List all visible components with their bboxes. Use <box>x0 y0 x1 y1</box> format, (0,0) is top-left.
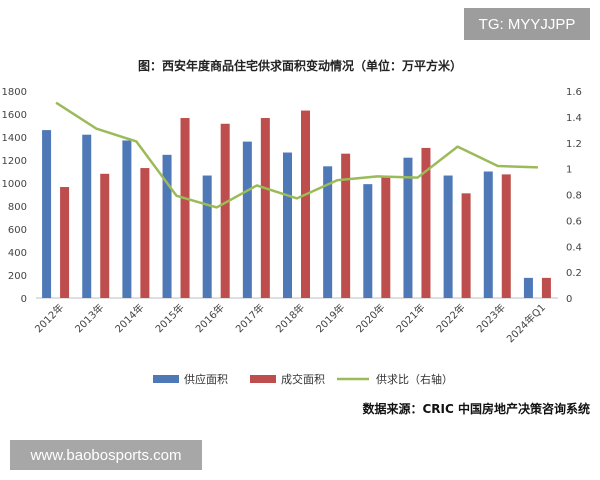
legend-supply-label: 供应面积 <box>184 372 228 386</box>
legend-supply-swatch <box>153 375 179 383</box>
supply-bar <box>523 277 533 298</box>
x-tick-label: 2013年 <box>72 301 106 335</box>
left-tick-label: 200 <box>8 271 27 282</box>
x-tick-label: 2015年 <box>152 301 186 335</box>
x-tick-label: 2021年 <box>393 301 427 335</box>
left-tick-label: 1000 <box>2 179 27 190</box>
x-tick-label: 2017年 <box>233 301 267 335</box>
left-tick-label: 1200 <box>2 156 27 167</box>
deal-bar <box>541 277 551 298</box>
deal-bar <box>220 123 230 299</box>
deal-bar <box>260 118 270 299</box>
deal-bar <box>501 174 511 298</box>
supply-bar <box>443 175 453 298</box>
ratio-line-series <box>55 101 538 209</box>
deal-bar <box>100 173 110 298</box>
left-tick-label: 400 <box>8 248 27 259</box>
left-tick-label: 0 <box>21 294 27 305</box>
supply-bar <box>162 154 172 298</box>
right-tick-label: 0.6 <box>566 216 582 227</box>
supply-bar <box>82 134 92 298</box>
left-tick-label: 600 <box>8 225 27 236</box>
supply-bar <box>122 140 132 298</box>
legend: 供应面积 成交面积 供求比（右轴） <box>153 372 453 386</box>
supply-bar <box>202 175 212 298</box>
right-tick-label: 1.2 <box>566 139 582 150</box>
deal-bar <box>60 187 70 298</box>
right-tick-label: 0 <box>566 294 572 305</box>
x-tick-label: 2014年 <box>112 301 146 335</box>
watermark: www.baobosports.com <box>10 440 202 470</box>
right-tick-label: 0.8 <box>566 191 582 202</box>
tg-badge: TG: MYYJJPP <box>464 8 590 40</box>
supply-bar <box>403 157 413 298</box>
left-tick-label: 1600 <box>2 110 27 121</box>
supply-bar <box>323 166 333 298</box>
bars <box>42 110 551 299</box>
right-tick-label: 1.6 <box>566 87 582 98</box>
left-tick-label: 1400 <box>2 133 27 144</box>
right-tick-label: 0.4 <box>566 242 582 253</box>
supply-bar <box>242 141 252 298</box>
deal-bar <box>461 193 471 298</box>
deal-bar <box>140 168 150 298</box>
x-tick-label: 2022年 <box>433 301 467 335</box>
ratio-line <box>55 101 538 209</box>
x-tick-label: 2024年Q1 <box>504 301 548 345</box>
x-tick-label: 2012年 <box>32 301 66 335</box>
right-tick-label: 0.2 <box>566 268 582 279</box>
supply-bar <box>483 171 493 298</box>
x-tick-label: 2020年 <box>353 301 387 335</box>
deal-bar <box>180 118 190 299</box>
x-axis: 2012年 2013年 2014年 2015年 2016年 2017年 2018年 2019年… <box>32 297 558 345</box>
x-tick-label: 2019年 <box>313 301 347 335</box>
legend-deal-swatch <box>250 375 276 383</box>
left-axis: 0 200 400 600 800 1000 1200 1400 1600 1800 <box>2 87 27 305</box>
chart-title: 图：西安年度商品住宅供求面积变动情况（单位：万平方米） <box>138 58 462 73</box>
right-tick-label: 1.4 <box>566 113 582 124</box>
right-tick-label: 1 <box>566 165 572 176</box>
deal-bar <box>421 147 431 298</box>
source-note: 数据来源：CRIC 中国房地产决策咨询系统 <box>363 401 591 416</box>
legend-deal-label: 成交面积 <box>281 372 325 386</box>
right-axis: 0 0.2 0.4 0.6 0.8 1 1.2 1.4 1.6 <box>566 87 582 305</box>
left-tick-label: 1800 <box>2 87 27 98</box>
left-tick-label: 800 <box>8 202 27 213</box>
deal-bar <box>341 153 351 298</box>
deal-bar <box>381 176 391 298</box>
supply-bar <box>283 152 292 298</box>
deal-bar <box>301 110 310 298</box>
supply-bar <box>363 184 373 298</box>
x-tick-label: 2016年 <box>193 301 227 335</box>
x-tick-label: 2018年 <box>273 301 307 335</box>
supply-bar <box>42 130 52 298</box>
legend-ratio-label: 供求比（右轴） <box>376 372 453 386</box>
x-tick-label: 2023年 <box>474 301 508 335</box>
